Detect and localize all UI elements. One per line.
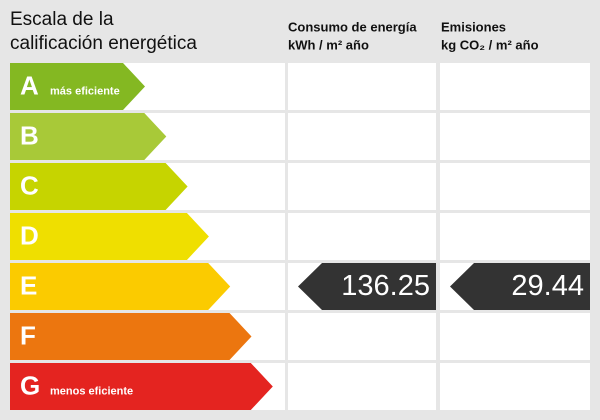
- rating-arrow: [10, 363, 273, 410]
- column-unit: kg CO₂ / m² año: [441, 37, 539, 52]
- rating-letter: D: [20, 220, 39, 250]
- rating-note: menos eficiente: [50, 385, 133, 397]
- row-cell: [288, 213, 436, 260]
- rating-note: más eficiente: [50, 85, 120, 97]
- row-cell: [288, 363, 436, 410]
- title-line: Escala de la: [10, 9, 114, 30]
- row-cell: [440, 63, 590, 110]
- rating-arrow: [10, 63, 145, 110]
- row-cell: [440, 163, 590, 210]
- value-indicator: [298, 263, 436, 310]
- rating-arrow: [10, 113, 167, 160]
- rating-letter: A: [20, 70, 39, 100]
- row-cell: [440, 113, 590, 160]
- rating-arrow: [10, 213, 209, 260]
- column-unit: kWh / m² año: [288, 37, 369, 52]
- rating-letter: F: [20, 320, 36, 350]
- value-indicator: [450, 263, 590, 310]
- rating-letter: C: [20, 170, 39, 200]
- row-cell: [440, 313, 590, 360]
- rating-arrow: [10, 313, 252, 360]
- row-cell: [288, 163, 436, 210]
- row-cell: [288, 113, 436, 160]
- rating-letter: E: [20, 270, 37, 300]
- row-cell: [440, 213, 590, 260]
- row-cell: [288, 313, 436, 360]
- row-cell: [440, 363, 590, 410]
- column-title: Emisiones: [441, 19, 506, 34]
- rating-arrow: [10, 263, 231, 310]
- rating-letter: B: [20, 120, 39, 150]
- title-line: calificación energética: [10, 33, 197, 54]
- rating-arrow: [10, 163, 188, 210]
- column-title: Consumo de energía: [288, 19, 417, 34]
- rating-letter: G: [20, 370, 40, 400]
- value-text: 136.25: [341, 270, 430, 302]
- row-cell: [288, 63, 436, 110]
- value-text: 29.44: [511, 270, 584, 302]
